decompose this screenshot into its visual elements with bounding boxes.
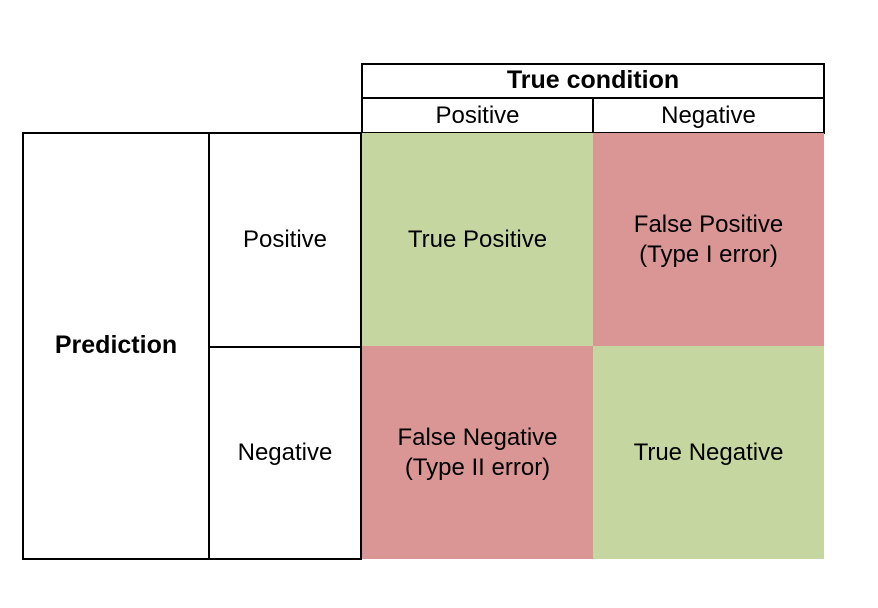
column-header-positive: Positive — [361, 97, 594, 134]
row-header-positive: Positive — [208, 132, 362, 348]
false-positive-cell: False Positive (Type I error) — [593, 133, 824, 346]
column-header-negative: Negative — [592, 97, 825, 134]
true-negative-cell: True Negative — [593, 346, 824, 559]
prediction-header: Prediction — [22, 132, 210, 560]
false-negative-cell: False Negative (Type II error) — [362, 346, 593, 559]
true-positive-cell: True Positive — [362, 133, 593, 346]
row-header-negative: Negative — [208, 346, 362, 560]
true-condition-header: True condition — [361, 63, 825, 99]
